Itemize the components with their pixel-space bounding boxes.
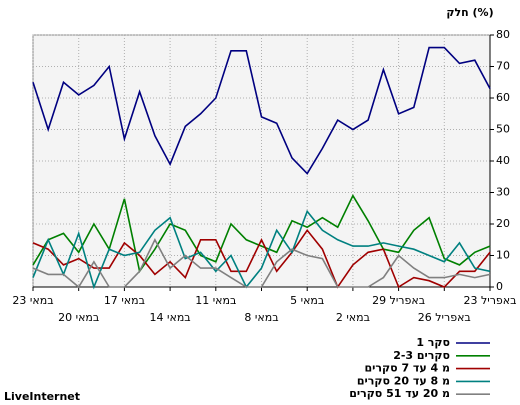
legend-label: מ 8 עד 20 סקרים	[357, 374, 450, 387]
x-tick-label: 2 במאי	[336, 311, 370, 324]
x-tick-label: 17 במאי	[104, 294, 145, 307]
y-tick-label: 40	[496, 154, 510, 167]
y-tick-label: 60	[496, 91, 510, 104]
y-tick-label: 30	[496, 186, 510, 199]
x-tick-label: 20 במאי	[58, 311, 99, 324]
y-tick-label: 50	[496, 123, 510, 136]
x-tick-label: 8 במאי	[244, 311, 278, 324]
y-tick-label: 80	[496, 28, 510, 41]
y-tick-label: 20	[496, 217, 510, 230]
series-line	[32, 238, 491, 289]
legend-label: סקר 1	[416, 336, 450, 349]
y-tick-label: 10	[496, 249, 510, 262]
y-tick-label: 0	[496, 280, 503, 293]
series-line	[32, 228, 491, 289]
x-tick-label: 23 באפריל	[463, 294, 516, 307]
series-line	[32, 46, 491, 175]
x-tick-label: 26 באפריל	[418, 311, 471, 324]
chart-title: חלק (%)	[446, 6, 493, 19]
x-tick-label: 23 במאי	[12, 294, 53, 307]
footer: LiveInternet	[4, 390, 80, 403]
x-tick-label: 29 באפריל	[372, 294, 425, 307]
x-tick-label: 14 במאי	[150, 311, 191, 324]
y-tick-label: 70	[496, 60, 510, 73]
legend-label: 2-3 סקרים	[393, 349, 450, 362]
legend-label: מ 20 עד 51 סקרים	[349, 387, 450, 400]
x-tick-label: 5 במאי	[290, 294, 324, 307]
series-line	[32, 209, 491, 290]
legend-label: מ 4 עד 7 סקרים	[365, 362, 451, 375]
x-tick-label: 11 במאי	[195, 294, 236, 307]
